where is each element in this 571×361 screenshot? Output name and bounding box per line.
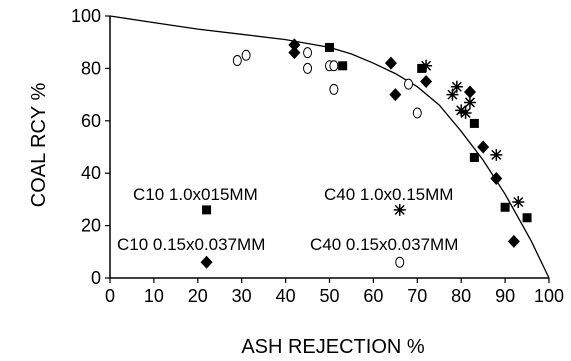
point-square xyxy=(202,205,212,215)
point-open-circle xyxy=(329,60,339,72)
point-diamond xyxy=(490,171,503,185)
legend-label-c10-coarse: C10 1.0x015MM xyxy=(133,185,258,204)
point-square xyxy=(417,63,427,73)
point-square xyxy=(325,42,334,52)
point-square xyxy=(338,61,348,71)
point-asterisk xyxy=(459,106,472,119)
legend-label-c40-coarse: C40 1.0x0.15MM xyxy=(324,185,453,204)
x-tick-label: 20 xyxy=(188,286,208,306)
point-asterisk xyxy=(463,96,476,109)
x-tick-label: 70 xyxy=(407,286,427,306)
point-square xyxy=(469,118,479,128)
y-tick-label: 80 xyxy=(81,58,101,78)
point-square xyxy=(522,213,532,223)
y-tick-label: 0 xyxy=(91,268,101,288)
y-axis-title: COAL RCY % xyxy=(28,83,50,208)
point-square xyxy=(500,202,510,212)
point-open-circle xyxy=(329,83,339,95)
point-asterisk xyxy=(455,104,468,117)
point-diamond xyxy=(389,88,402,102)
y-tick-label: 60 xyxy=(81,111,101,131)
y-tick-label: 100 xyxy=(71,6,101,26)
point-asterisk xyxy=(512,196,525,209)
x-axis-title: ASH REJECTION % xyxy=(241,336,425,358)
legend-label-c10-fine: C10 0.15x0.037MM xyxy=(117,235,265,254)
x-tick-label: 80 xyxy=(451,286,471,306)
point-square xyxy=(469,152,479,162)
point-asterisk xyxy=(450,80,463,93)
point-asterisk xyxy=(446,88,459,101)
axes: 0 10 20 30 40 50 60 70 80 90 100 0 20 40 60 80 100 xyxy=(71,6,564,306)
point-asterisk xyxy=(490,148,503,161)
point-asterisk xyxy=(420,59,433,72)
point-open-circle xyxy=(412,107,422,119)
point-open-circle xyxy=(395,256,405,268)
y-tick-label: 20 xyxy=(81,216,101,236)
x-tick-label: 60 xyxy=(363,286,383,306)
point-open-circle xyxy=(404,78,414,90)
point-diamond xyxy=(200,255,213,269)
point-diamond xyxy=(477,140,490,154)
point-open-circle xyxy=(232,55,242,67)
x-tick-label: 90 xyxy=(495,286,515,306)
legend-label-c40-fine: C40 0.15x0.037MM xyxy=(310,235,458,254)
point-diamond xyxy=(420,75,433,88)
point-open-circle xyxy=(303,62,313,74)
point-diamond xyxy=(507,234,520,248)
point-diamond xyxy=(288,38,301,52)
x-tick-label: 0 xyxy=(105,286,115,306)
x-tick-label: 10 xyxy=(144,286,164,306)
point-open-circle xyxy=(241,49,251,61)
y-tick-label: 40 xyxy=(81,163,101,183)
data-points xyxy=(200,38,532,269)
x-tick-label: 50 xyxy=(319,286,339,306)
x-tick-label: 40 xyxy=(276,286,296,306)
point-diamond xyxy=(384,56,397,70)
x-tick-label: 100 xyxy=(534,286,564,306)
point-diamond xyxy=(463,85,476,99)
x-tick-label: 30 xyxy=(232,286,252,306)
legend: C10 1.0x015MM C10 0.15x0.037MM C40 1.0x0… xyxy=(117,185,458,254)
point-asterisk xyxy=(393,203,406,216)
point-open-circle xyxy=(303,47,313,59)
point-diamond xyxy=(288,46,301,60)
